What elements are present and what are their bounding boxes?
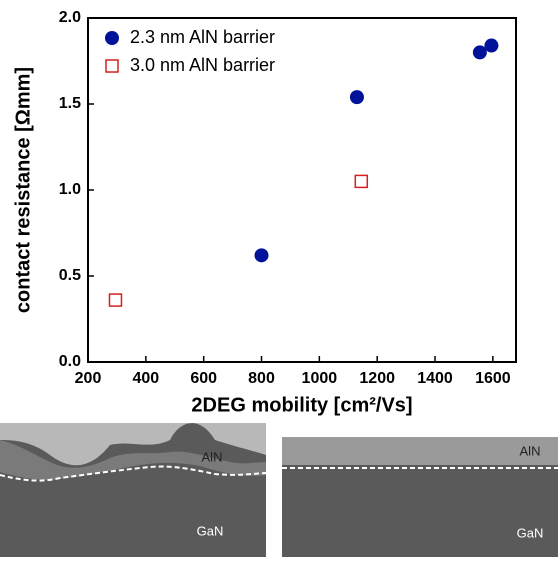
- panel-label: AlN: [202, 449, 223, 464]
- panel-label: AlN: [520, 443, 541, 458]
- aln-top: [0, 423, 266, 466]
- y-tick-label: 1.5: [59, 95, 81, 112]
- y-tick-label: 2.0: [59, 9, 81, 26]
- aln-layer: [282, 437, 558, 465]
- legend-label: 2.3 nm AlN barrier: [130, 27, 275, 47]
- aln-layer: [0, 440, 266, 480]
- x-tick-label: 1000: [302, 370, 338, 387]
- point: [108, 293, 123, 307]
- legend-marker: [105, 31, 119, 45]
- x-tick-label: 600: [190, 370, 217, 387]
- point: [349, 90, 364, 105]
- x-tick-label: 1200: [359, 370, 395, 387]
- schematic-right: AlN GaN: [282, 437, 558, 557]
- point: [472, 45, 487, 60]
- legend-label: 3.0 nm AlN barrier: [130, 55, 275, 75]
- x-tick-label: 1600: [475, 370, 511, 387]
- x-tick-label: 200: [75, 370, 102, 387]
- x-axis-label: 2DEG mobility [cm²/Vs]: [191, 394, 412, 416]
- point: [354, 174, 369, 189]
- panel-label: GaN: [517, 525, 544, 540]
- y-axis-label: contact resistance [Ωmm]: [12, 67, 34, 313]
- point: [484, 38, 499, 53]
- schematic-left: AlN GaN: [0, 423, 267, 557]
- point: [254, 248, 269, 263]
- panel-label: GaN: [197, 523, 224, 538]
- x-tick-label: 1400: [417, 370, 453, 387]
- y-tick-label: 0.5: [59, 267, 81, 284]
- legend-marker: [105, 59, 119, 73]
- x-tick-label: 800: [248, 370, 275, 387]
- x-tick-label: 400: [132, 370, 159, 387]
- y-tick-label: 1.0: [59, 181, 81, 198]
- y-tick-label: 0.0: [59, 353, 81, 370]
